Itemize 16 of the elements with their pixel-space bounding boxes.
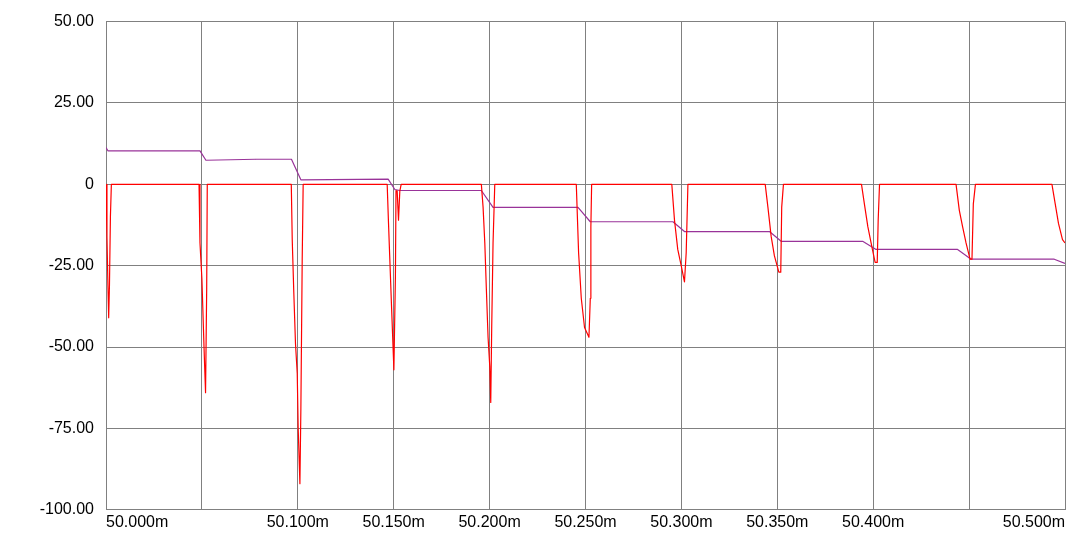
x-tick-label: 50.500m <box>1002 512 1065 530</box>
x-tick-label: 50.250m <box>554 512 617 530</box>
y-tick-label: 25.00 <box>53 93 95 111</box>
x-tick-label: 50.400m <box>842 512 905 530</box>
y-tick-label: -50.00 <box>48 337 95 355</box>
x-tick-label: 50.100m <box>266 512 329 530</box>
x-tick-label: 50.150m <box>362 512 425 530</box>
y-tick-label: -25.00 <box>48 256 95 274</box>
y-tick-label: 50.00 <box>53 12 95 30</box>
y-tick-label: 0 <box>85 174 95 192</box>
y-tick-label: -75.00 <box>48 418 95 436</box>
x-tick-label: 50.300m <box>650 512 713 530</box>
x-tick-label: 50.000m <box>106 512 169 530</box>
x-tick-label: 50.200m <box>458 512 521 530</box>
x-tick-label: 50.350m <box>746 512 809 530</box>
y-tick-label: -100.00 <box>39 500 95 518</box>
